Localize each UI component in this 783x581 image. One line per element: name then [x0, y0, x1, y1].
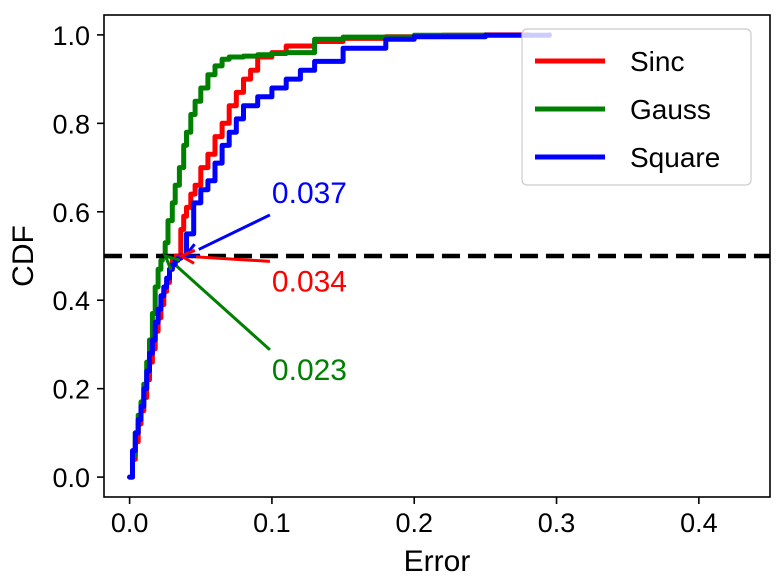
x-tick-label: 0.2 [395, 508, 433, 538]
legend-label-square: Square [630, 142, 720, 173]
legend-label-gauss: Gauss [630, 94, 711, 125]
plot-frame [103, 14, 771, 498]
y-tick-label: 0.6 [52, 198, 90, 228]
annotation-arrow-2 [175, 264, 271, 351]
x-tick-label: 0.0 [111, 508, 149, 538]
y-tick-label: 0.2 [52, 375, 90, 405]
x-axis-label: Error [404, 545, 471, 578]
annotation-layer: 0.037 0.034 0.023 [162, 177, 347, 387]
annotation-label-1: 0.034 [272, 265, 347, 298]
legend: Sinc Gauss Square [521, 28, 752, 186]
y-tick-label: 0.8 [52, 109, 90, 139]
x-tick-label: 0.1 [253, 508, 291, 538]
annotation-arrow-0 [198, 213, 271, 251]
annotation-arrowhead-1 [177, 248, 196, 265]
annotation-label-2: 0.023 [272, 354, 347, 387]
legend-label-sinc: Sinc [630, 46, 684, 77]
annotation-arrowhead-0 [182, 243, 201, 258]
annotation-arrowhead-2 [162, 253, 181, 271]
x-tick-label: 0.3 [538, 508, 576, 538]
y-axis-label: CDF [7, 225, 40, 287]
y-tick-label: 0.4 [52, 286, 90, 316]
annotation-label-0: 0.037 [272, 177, 347, 210]
y-axis-ticks: 0.0 0.2 0.4 0.6 0.8 1.0 [52, 21, 104, 493]
y-tick-label: 1.0 [52, 21, 90, 51]
annotation-arrow-1 [195, 255, 271, 263]
y-tick-label: 0.0 [52, 463, 90, 493]
x-tick-label: 0.4 [680, 508, 718, 538]
legend-box [521, 28, 752, 186]
series-line-sinc [127, 32, 531, 480]
x-axis-ticks: 0.0 0.1 0.2 0.3 0.4 [111, 497, 718, 538]
